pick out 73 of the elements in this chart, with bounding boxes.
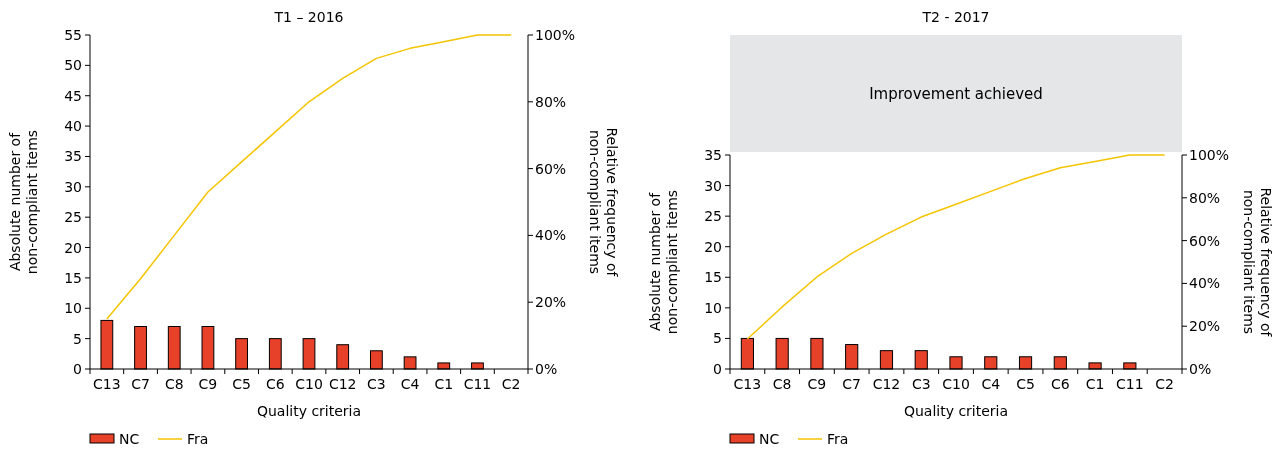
y2-tick-label: 80% [535,93,567,110]
y-axis-title: Absolute number of non-compliant items [6,129,40,275]
x-tick-label: C6 [265,376,285,392]
x-tick-label: C8 [772,376,792,392]
y-tick-label: 45 [64,87,82,104]
x-tick-label: C12 [872,376,901,392]
y2-axis-title: Relative frequency of non-compliant items [1240,187,1274,338]
y-tick-label: 35 [704,147,722,163]
y-tick-label: 0 [713,361,722,377]
y2-tick-label: 0% [535,361,558,377]
y2-tick-label: 60% [1189,232,1221,249]
x-tick-label: C6 [1050,376,1070,392]
y-tick-label: 15 [64,269,82,286]
x-tick-label: C13 [733,376,762,392]
y2-tick-label: 0% [1189,361,1212,377]
y-tick-label: 15 [704,269,722,286]
x-tick-label: C9 [807,376,827,392]
y2-tick-label: 20% [535,294,567,311]
line-series [746,154,1166,340]
x-axis-title: Quality criteria [256,403,362,419]
legend-label: Fra [827,431,849,447]
x-tick-label: C3 [367,376,386,392]
legend-label: Fra [187,431,209,447]
x-tick-label: C10 [942,376,970,392]
x-tick-label: C2 [1155,376,1174,392]
y2-tick-label: 20% [1189,318,1221,335]
y2-tick-label: 40% [535,227,567,244]
x-tick-label: C1 [434,376,454,392]
x-tick-label: C13 [93,376,121,392]
x-tick-label: C10 [295,376,323,392]
y2-tick-label: 60% [535,160,567,177]
y2-tick-label: 40% [1189,275,1221,292]
y-axis-title: Absolute number of non-compliant items [646,189,680,335]
x-tick-label: C3 [911,376,931,392]
x-axis-title: Quality criteria [903,403,1009,419]
chart-title: T1 – 2016 [273,9,344,25]
y2-tick-label: 100% [1189,147,1230,163]
x-tick-label: C11 [463,376,492,392]
chart-title: T2 - 2017 [921,9,990,25]
x-tick-label: C12 [328,376,357,392]
y-tick-label: 25 [64,209,82,226]
y-tick-label: 35 [64,148,82,165]
x-tick-label: C8 [164,376,184,392]
x-tick-label: C5 [1016,376,1035,392]
y-tick-label: 5 [73,330,82,347]
x-tick-label: C5 [232,376,251,392]
y-tick-label: 20 [704,238,722,255]
y-tick-label: 20 [64,239,82,256]
y-tick-label: 10 [64,300,82,317]
y2-tick-label: 80% [1189,189,1221,206]
y-tick-label: 40 [64,118,82,135]
y-tick-label: 0 [73,361,82,377]
legend-label: NC [759,431,780,447]
y2-axis-title: Relative frequency of non-compliant items [586,127,620,278]
x-tick-label: C1 [1085,376,1105,392]
text: Improvement achieved [869,84,1043,103]
x-tick-label: C4 [981,376,1001,392]
line-series [106,34,512,320]
x-tick-label: C9 [198,376,218,392]
y-tick-label: 25 [704,208,722,225]
y-tick-label: 10 [704,299,722,316]
y-tick-label: 30 [64,178,82,195]
y-tick-label: 50 [64,57,82,74]
x-tick-label: C11 [1116,376,1144,392]
legend-label: NC [119,431,140,447]
y2-tick-label: 100% [535,27,576,43]
x-tick-label: C4 [400,376,420,392]
x-tick-label: C7 [842,376,862,392]
y-tick-label: 30 [704,177,722,194]
y-tick-label: 55 [64,27,82,43]
x-tick-label: C7 [131,376,150,392]
x-tick-label: C2 [501,376,521,392]
y-tick-label: 5 [713,330,722,347]
